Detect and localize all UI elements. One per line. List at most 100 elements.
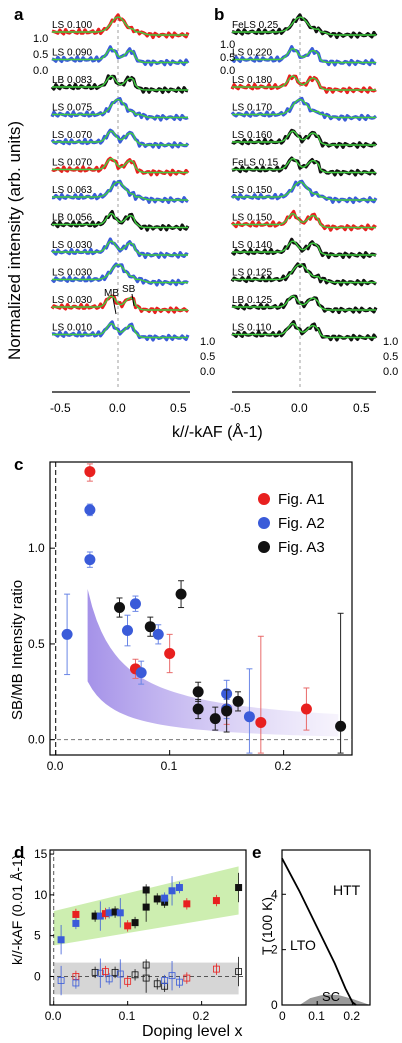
d-xtick-label: 0.2 [193,1009,210,1023]
c-ytick-label: 0.5 [28,637,45,651]
panel-a-scale-tick: 0.0 [33,65,48,77]
panel-a-xtick: -0.5 [50,401,71,415]
panel-b-spectra: FeLS 0.25 LS 0.220 LS 0.180 LS 0.170 LS 0.16… [230,13,378,390]
c-point [84,554,96,566]
c-frame [49,461,353,756]
d-mb-point [168,972,176,980]
d-sb-point [161,894,169,902]
panel-a-scale-bottom: 1.0 0.5 0.0 [200,336,215,378]
spectrum-fit [232,75,376,91]
d-mb-point [96,969,104,977]
spectrum-label: LS 0.140 [232,240,272,251]
c-point [209,713,221,725]
d-mb-point [57,977,65,984]
trend-band [87,589,339,737]
de-xlabel: Doping level x [142,1023,243,1040]
panel-d-plot: 15 10 5 0 0.0 0.1 0.2 [34,847,247,1023]
c-point [135,667,147,679]
panel-a-scale-tick: 1.0 [33,33,48,45]
spectrum-label: LS 0.090 [52,48,92,59]
panel-b-scale-tick: 0.5 [383,351,398,363]
c-point [192,703,204,715]
d-sb-point [153,895,161,903]
d-sb-point [96,912,104,920]
d-ytick-label: 0 [34,969,41,983]
panel-a-scale-tick: 0.5 [33,49,48,61]
spectrum-label: LS 0.180 [232,75,272,86]
spectrum-label: LS 0.220 [232,48,272,59]
spectrum-label: LS 0.100 [52,20,92,31]
panel-e-label: e [252,843,261,862]
panel-a-xtick: 0.0 [109,401,126,415]
d-sb-point [72,910,80,918]
spectrum-label: LS 0.150 [232,213,272,224]
c-legend-label: Fig. A1 [278,491,325,508]
d-mb-point [116,970,124,978]
d-mb-point [213,965,220,973]
sb-annotation: SB [122,284,136,295]
spectrum-fit [52,98,188,119]
d-mb-point [72,979,80,987]
panel-b-xticks: -0.5 0.0 0.5 [230,401,370,415]
spectrum-fit [52,130,188,146]
c-point [335,720,347,732]
d-mb-point [111,968,119,976]
panel-b-scale-top: 1.0 0.5 0.0 [220,39,235,77]
d-mb-point [183,974,191,982]
panel-b-xtick: -0.5 [230,401,251,415]
d-sb-point [116,909,124,917]
d-mb-point [142,974,150,982]
c-point [221,705,233,717]
spectrum-fit [52,240,188,256]
spectrum-fit [232,322,376,339]
c-legend-marker [258,493,270,505]
panel-b-scale-tick: 0.5 [220,52,235,64]
e-ytick-label: 2 [271,943,278,957]
panel-b-xtick: 0.0 [291,401,308,415]
panel-a-scale-tick: 1.0 [200,336,215,348]
ab-ylabel: Normalized intensity (arb. units) [5,121,24,360]
panel-a-scale-tick: 0.0 [200,366,215,378]
spectrum-label: LS 0.030 [52,268,92,279]
e-xtick-label: 0 [279,1009,286,1023]
d-sb-point [183,900,191,908]
spectrum-label: LB 0.056 [52,213,92,224]
c-xtick-label: 0.2 [275,759,292,773]
spectrum-fit [232,130,376,146]
d-ytick-label: 15 [34,847,48,861]
panel-b-scale-tick: 1.0 [220,39,235,51]
panel-b-scale-bottom: 1.0 0.5 0.0 [383,336,398,378]
spectrum-label: LB 0.125 [232,295,272,306]
mb-annotation: MB [104,288,119,299]
panel-a-scale-top: 1.0 0.5 0.0 [33,33,48,77]
d-sb-point [212,897,220,905]
e-ylabel: T (100 K) [259,897,275,955]
spectrum-fit [52,157,188,174]
spectrum-label: LS 0.010 [52,323,92,334]
spectrum-trace [51,179,189,204]
spectrum-label: LS 0.030 [52,240,92,251]
c-point [61,628,73,640]
spectrum-fit [52,263,188,284]
e-ytick-label: 0 [271,998,278,1012]
d-sb-point [142,886,150,894]
spectrum-label: LS 0.125 [232,268,272,279]
panel-c-label: c [14,455,23,474]
d-mb-point [153,980,161,988]
lto-label: LTO [290,937,316,953]
d-ytick-label: 5 [34,929,41,943]
panel-b-scale-tick: 0.0 [220,65,235,77]
d-mb-point [176,978,183,986]
spectrum-fit [52,181,188,201]
d-mb-point [102,968,109,975]
spectrum-fit [232,47,376,64]
spectrum-label: LB 0.083 [52,75,92,86]
sc-label: SC [322,989,340,1004]
c-point [192,686,204,698]
c-xtick-label: 0.1 [161,759,178,773]
spectrum-label: LS 0.063 [52,185,92,196]
spectrum-trace [230,209,377,232]
c-point [232,695,244,707]
spectrum-fit [52,295,188,311]
